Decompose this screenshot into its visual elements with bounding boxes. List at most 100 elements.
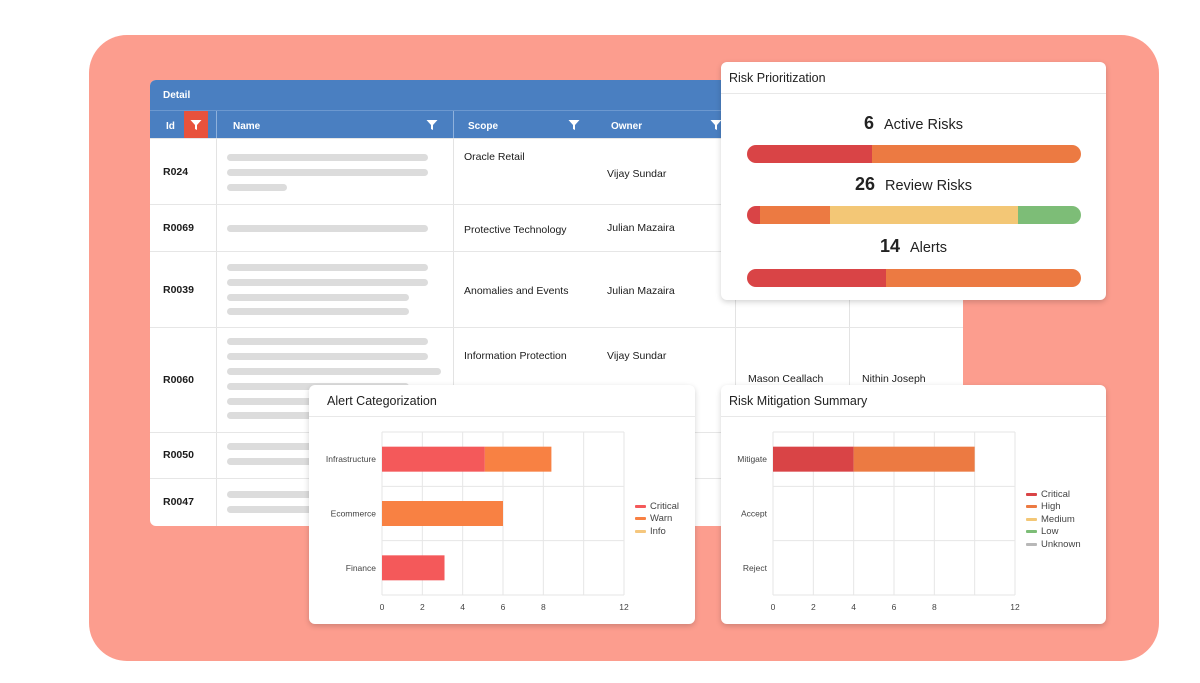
row-id: R0050 [163, 449, 194, 461]
legend-swatch [1026, 542, 1037, 546]
tick-label: 0 [771, 602, 776, 612]
risk-mitigation-chart: Mitigate Accept Reject 0 2 4 6 8 12 [737, 431, 1020, 612]
divider [721, 93, 1106, 94]
legend-item[interactable]: Low [1026, 526, 1081, 539]
filter-icon [190, 120, 202, 130]
bar-segment [382, 555, 445, 581]
legend-swatch [1026, 492, 1037, 496]
legend-item[interactable]: Unknown [1026, 538, 1081, 551]
column-header-name[interactable]: Name [233, 121, 261, 132]
review-risks-bar[interactable] [747, 206, 1081, 224]
column-divider [216, 111, 217, 139]
alerts-count: 14 [879, 236, 900, 256]
name-placeholder [227, 338, 428, 345]
legend-label: Medium [1041, 513, 1075, 525]
bar-segment [1017, 206, 1081, 224]
filter-icon [568, 120, 580, 130]
name-placeholder [227, 279, 428, 286]
chart-legend: Critical Warn Info [635, 500, 679, 538]
filter-icon [710, 120, 722, 130]
alert-categorization-chart: Infrastructure Ecommerce Finance 0 2 4 6 8 12 [326, 431, 629, 612]
legend-item[interactable]: Critical [1026, 488, 1081, 501]
alerts-bar[interactable] [747, 269, 1081, 287]
bar-segment [773, 446, 854, 472]
risk-mitigation-card: Risk Mitigation Summary Mitigate Accept Re… [721, 385, 1106, 624]
column-header-id[interactable]: Id [166, 121, 175, 132]
id-filter-button[interactable] [184, 111, 208, 139]
bar-segment [382, 446, 485, 472]
active-risks-bar[interactable] [747, 145, 1081, 163]
column-line [216, 138, 217, 526]
bar-segment [853, 446, 975, 472]
legend-label: Info [650, 525, 666, 537]
category-label: Ecommerce [331, 509, 377, 519]
table-row[interactable]: R0039 Anomalies and Events Julian Mazair… [150, 251, 963, 327]
name-filter-button[interactable] [420, 111, 444, 139]
row-id: R0047 [163, 496, 194, 508]
column-line [453, 138, 454, 526]
bar-segment [484, 446, 552, 472]
table-row[interactable]: R0069 Protective Technology Julian Mazai… [150, 204, 963, 251]
column-line [735, 138, 736, 526]
tick-label: 8 [932, 602, 937, 612]
tick-label: 12 [619, 602, 629, 612]
legend-swatch [635, 504, 646, 508]
alerts-label: Alerts [909, 240, 948, 256]
risk-prioritization-card: Risk Prioritization 6 Active Risks 26 Revi… [721, 62, 1106, 300]
active-risks-count: 6 [864, 113, 875, 133]
legend-item[interactable]: Warn [635, 513, 679, 526]
bar-segment [760, 206, 831, 224]
category-label: Finance [346, 563, 377, 573]
legend-swatch [635, 529, 646, 533]
legend-label: Critical [650, 500, 680, 512]
legend-item[interactable]: Critical [635, 500, 679, 513]
row-id: R0060 [163, 374, 194, 386]
column-header-owner[interactable]: Owner [611, 121, 643, 132]
chart-legend: Critical High Medium Low Unknown [1026, 488, 1081, 551]
column-divider [453, 111, 454, 139]
name-placeholder [227, 264, 428, 271]
review-risks-label: Review Risks [885, 178, 973, 194]
row-owner: Julian Mazaira [607, 222, 675, 234]
legend-label: Warn [650, 513, 673, 525]
tick-label: 6 [892, 602, 897, 612]
legend-label: Critical [1041, 488, 1071, 500]
name-placeholder [227, 154, 428, 161]
legend-item[interactable]: Medium [1026, 513, 1081, 526]
legend-swatch [635, 517, 646, 521]
bar-segment [747, 269, 886, 287]
legend-swatch [1026, 505, 1037, 509]
legend-item[interactable]: High [1026, 501, 1081, 514]
owner-filter-button[interactable] [704, 111, 728, 139]
legend-label: High [1041, 501, 1061, 513]
row-owner: Julian Mazaira [607, 285, 675, 297]
legend-swatch [1026, 530, 1037, 534]
legend-swatch [1026, 517, 1037, 521]
review-risks-summary: 26 Review Risks [721, 174, 1106, 195]
review-risks-count: 26 [854, 174, 875, 194]
filter-icon [426, 120, 438, 130]
alert-categorization-card: Alert Categorization Infrastructure Ecomm… [309, 385, 695, 624]
row-owner: Vijay Sundar [607, 168, 667, 180]
column-header-scope[interactable]: Scope [468, 121, 499, 132]
alerts-summary: 14 Alerts [721, 236, 1106, 257]
name-placeholder [227, 169, 428, 176]
row-id: R0039 [163, 284, 194, 296]
scope-filter-button[interactable] [562, 111, 586, 139]
bar-segment [830, 206, 1018, 224]
column-line [849, 138, 850, 526]
tick-label: 6 [501, 602, 506, 612]
legend-item[interactable]: Info [635, 525, 679, 538]
row-extra-owner: Mason Ceallach [748, 373, 824, 385]
divider [309, 416, 695, 417]
row-id: R0069 [163, 222, 194, 234]
tick-label: 0 [380, 602, 385, 612]
table-row[interactable]: R024 Oracle Retail Vijay Sundar [150, 138, 963, 204]
bar-segment [872, 145, 1081, 163]
tick-label: 12 [1010, 602, 1020, 612]
category-label: Accept [741, 509, 768, 519]
tick-label: 4 [460, 602, 465, 612]
legend-label: Unknown [1041, 538, 1081, 550]
tick-label: 2 [420, 602, 425, 612]
category-label: Mitigate [737, 454, 767, 464]
